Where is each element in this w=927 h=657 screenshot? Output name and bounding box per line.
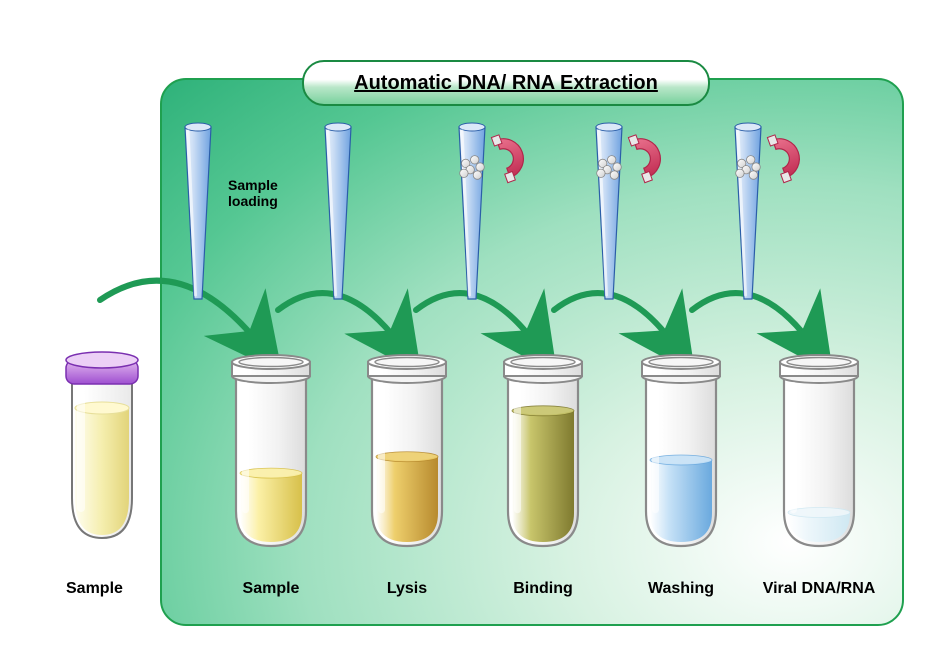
tube — [780, 355, 858, 546]
tube-label: Binding — [483, 580, 603, 598]
tube-label: Washing — [621, 580, 741, 598]
tube-label: Viral DNA/RNA — [759, 580, 879, 598]
tube — [368, 355, 446, 546]
tube-label: Sample — [211, 580, 331, 598]
tube — [642, 355, 720, 546]
sample-vial-label: Sample — [66, 580, 123, 598]
process-tubes — [0, 0, 927, 657]
tube — [232, 355, 310, 546]
tube — [504, 355, 582, 546]
tube-label: Lysis — [347, 580, 467, 598]
diagram-stage: Automatic DNA/ RNA Extraction Sample loa… — [0, 0, 927, 657]
